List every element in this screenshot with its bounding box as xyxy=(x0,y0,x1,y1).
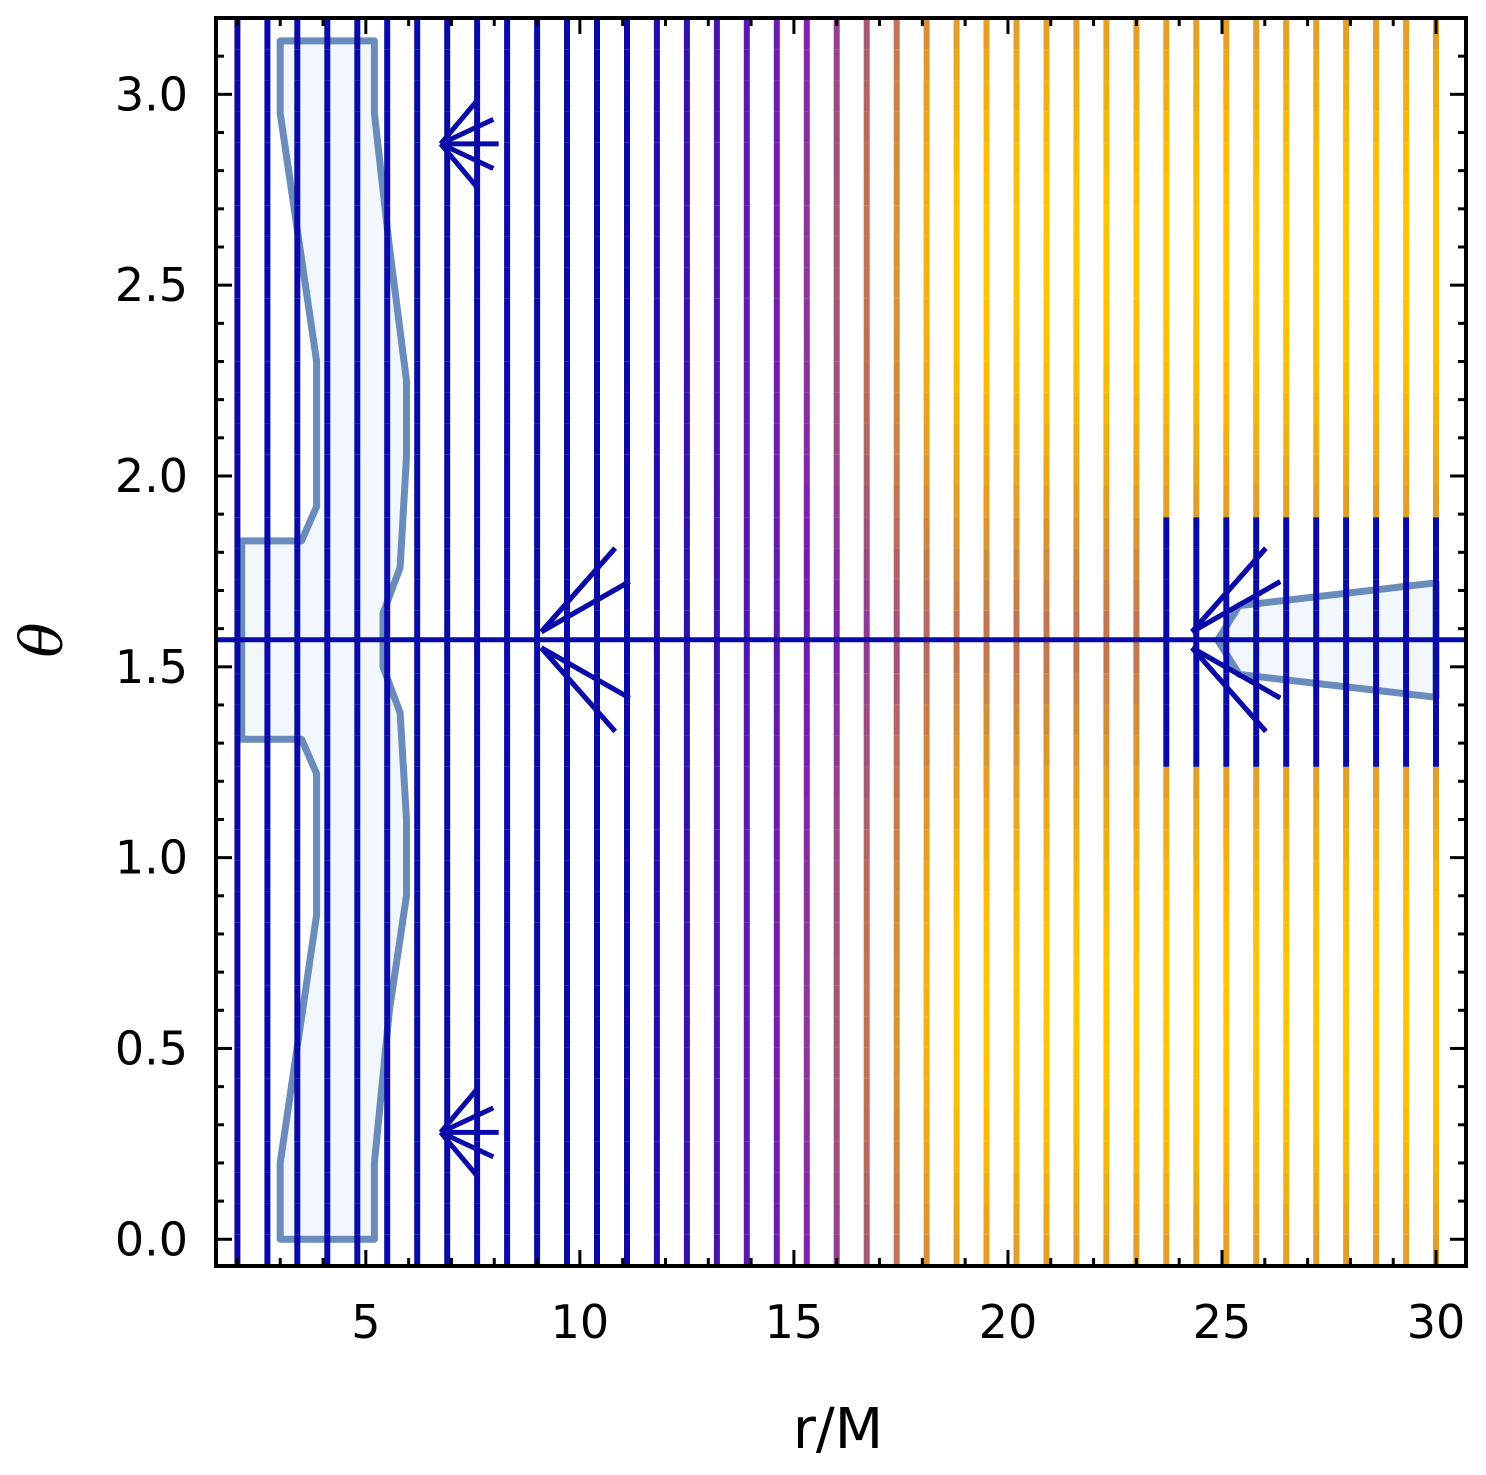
x-tick-label: 20 xyxy=(979,1295,1038,1349)
field-arrow xyxy=(438,1086,480,1135)
y-tick-label: 2.0 xyxy=(115,449,188,503)
y-tick-label: 3.0 xyxy=(115,67,188,121)
field-arrow xyxy=(439,117,495,147)
field-arrow xyxy=(439,141,495,171)
x-tick-label: 30 xyxy=(1407,1295,1466,1349)
x-tick-labels: 5 10 15 20 25 30 xyxy=(351,1295,1465,1349)
field-arrow xyxy=(1190,645,1282,701)
field-arrow xyxy=(540,645,631,701)
y-tick-label: 0.0 xyxy=(115,1212,188,1266)
x-tick-label: 5 xyxy=(351,1295,380,1349)
field-arrow xyxy=(1190,546,1268,634)
y-axis-label: θ xyxy=(8,623,76,658)
pole-fan xyxy=(438,1086,499,1179)
x-axis-label: r/M xyxy=(793,1397,883,1462)
field-arrow xyxy=(438,142,480,191)
plot-frame xyxy=(214,16,1468,1268)
field-arrow xyxy=(439,1105,495,1135)
field-arrow xyxy=(438,97,480,146)
y-tick-label: 1.5 xyxy=(115,640,188,694)
field-arrow xyxy=(539,546,617,634)
x-tick-label: 15 xyxy=(765,1295,824,1349)
field-arrows xyxy=(234,18,1439,1266)
field-arrow xyxy=(1190,646,1268,734)
y-tick-label: 0.5 xyxy=(115,1021,188,1075)
y-tick-label: 2.5 xyxy=(115,258,188,312)
y-tick-labels: 0.0 0.5 1.0 1.5 2.0 2.5 3.0 xyxy=(115,67,188,1266)
field-arrow xyxy=(539,646,617,734)
field-arrow xyxy=(540,579,631,634)
field-arrow xyxy=(439,1130,495,1160)
converging-fan xyxy=(539,546,631,734)
field-arrow xyxy=(1190,579,1282,634)
field-arrow xyxy=(438,1130,480,1179)
y-tick-label: 1.0 xyxy=(115,831,188,885)
converging-fan xyxy=(1190,546,1282,734)
x-tick-label: 25 xyxy=(1193,1295,1252,1349)
pole-fan xyxy=(438,97,499,191)
x-tick-label: 10 xyxy=(551,1295,610,1349)
axis-ticks xyxy=(216,16,1466,1266)
